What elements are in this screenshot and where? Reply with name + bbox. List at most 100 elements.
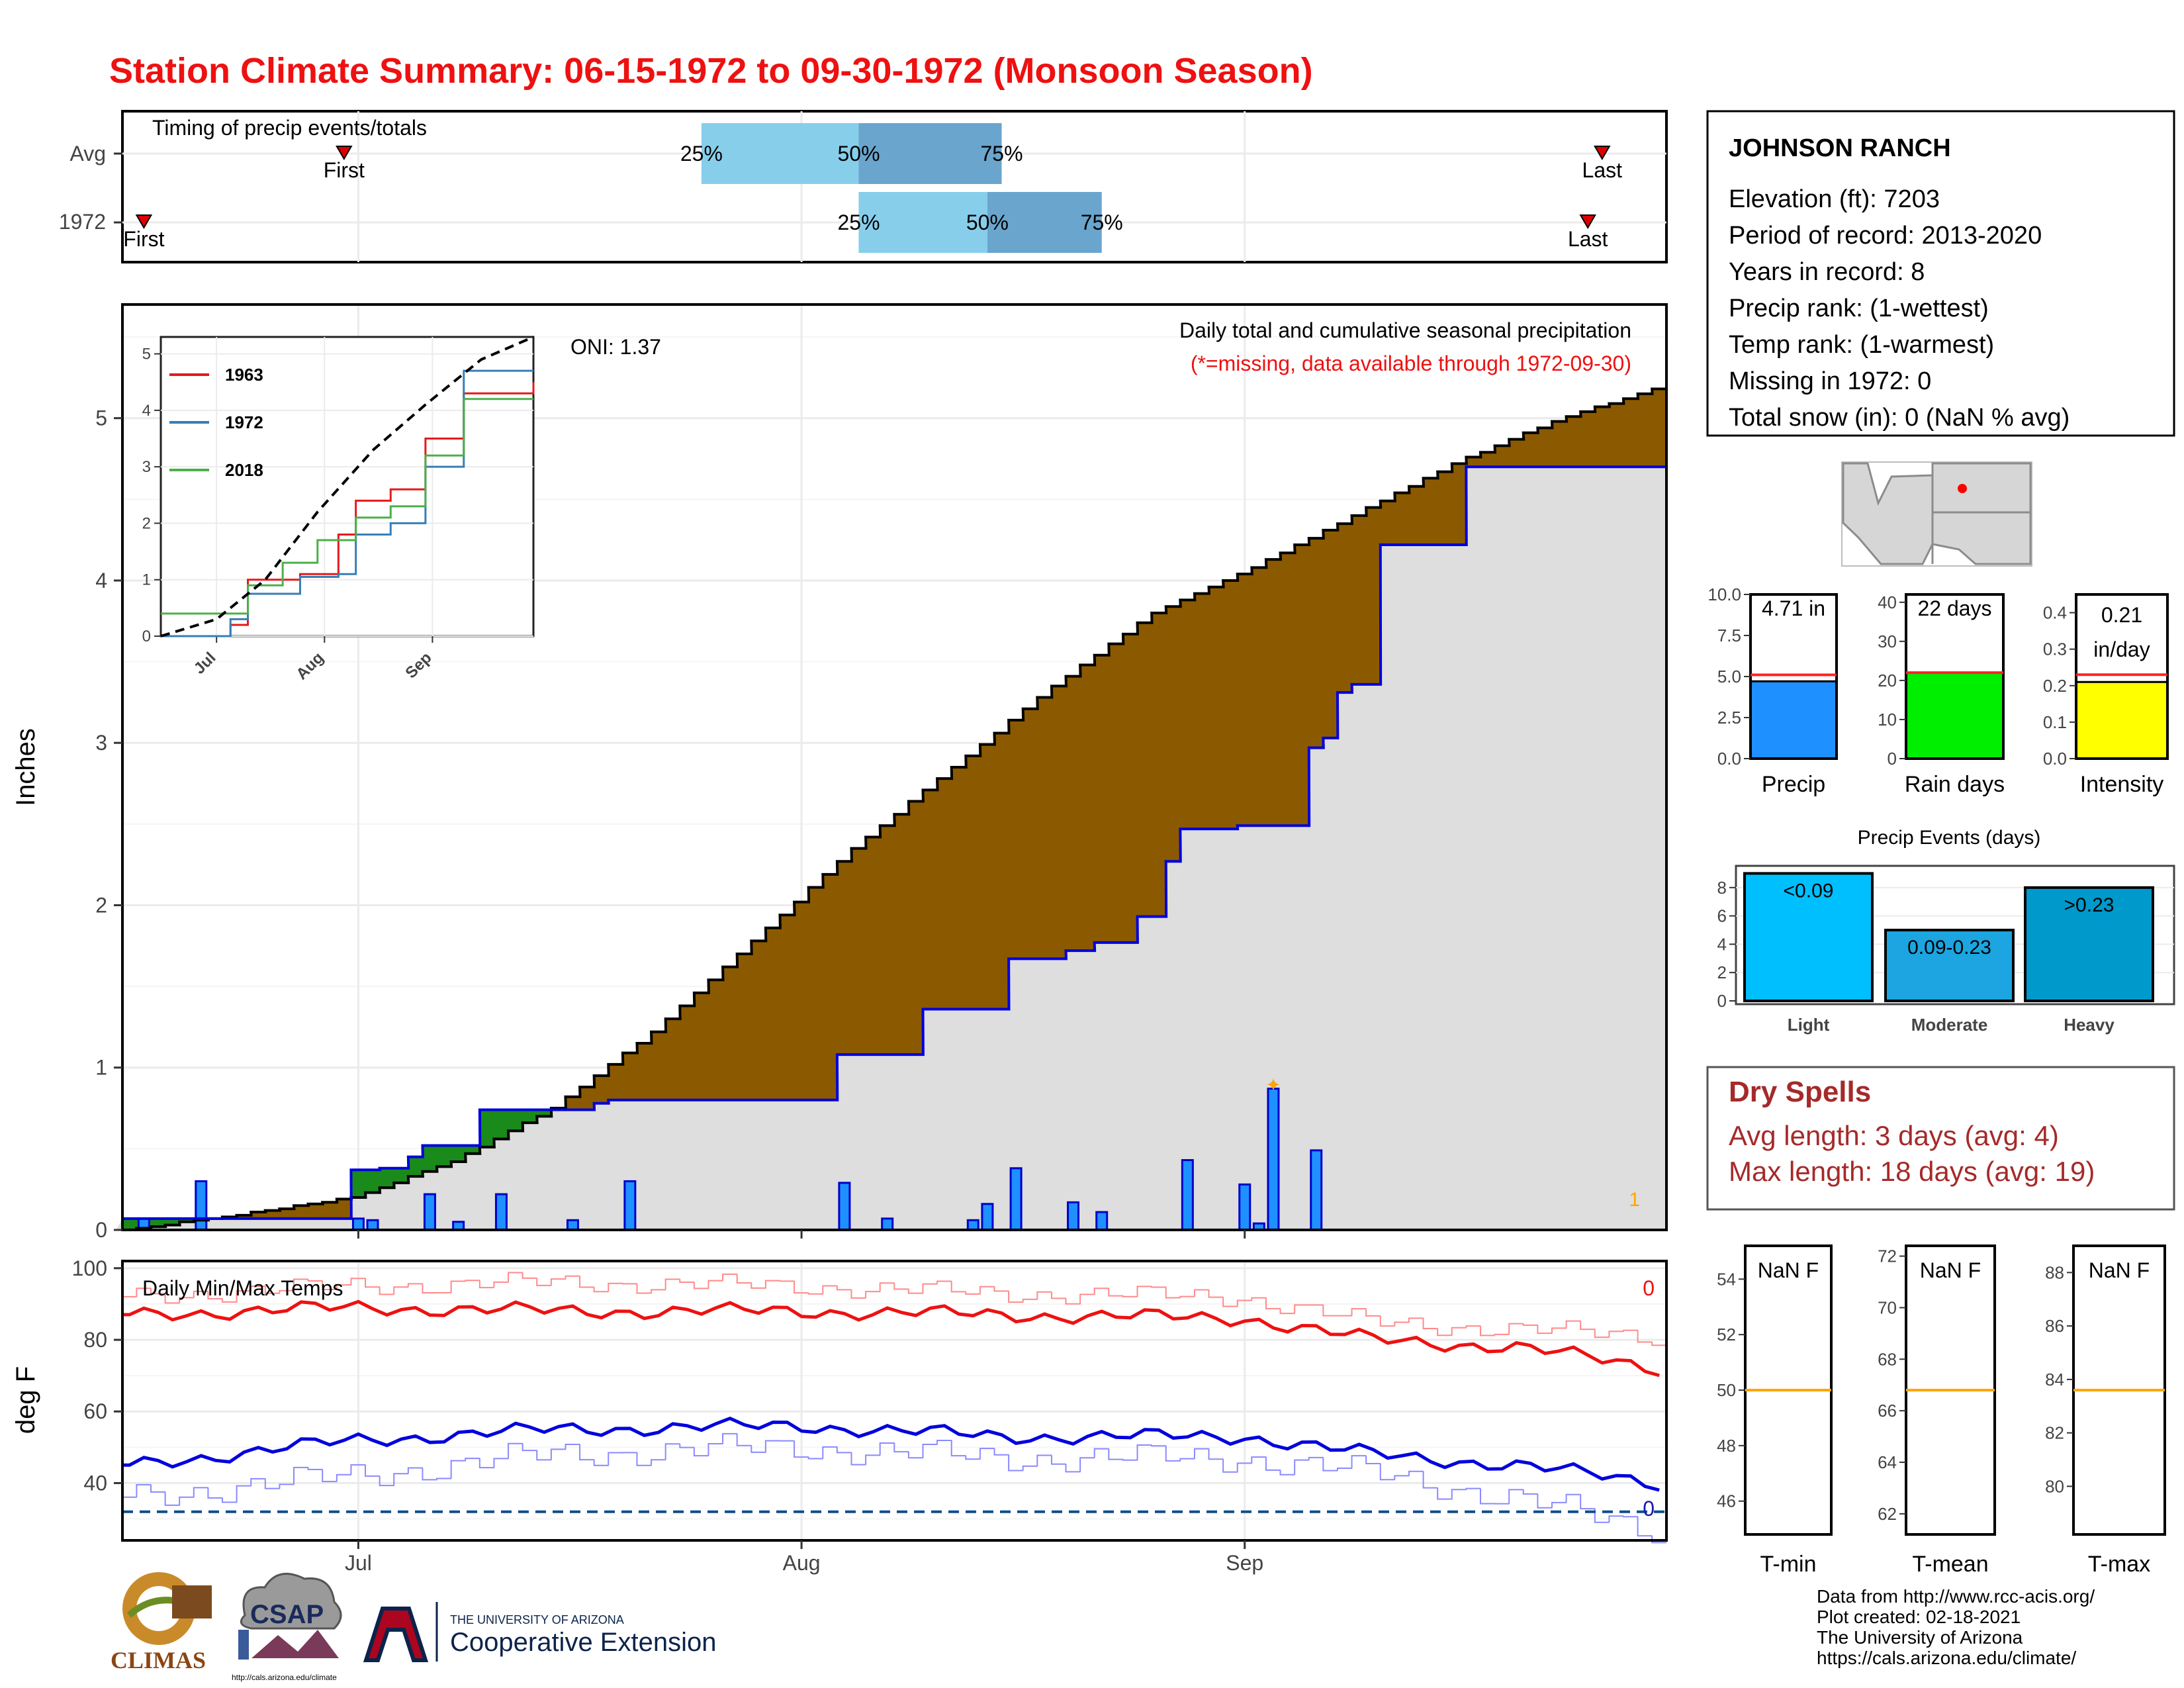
deficit-area xyxy=(780,915,795,1100)
normal-cumulative-line xyxy=(122,387,1667,1231)
temp-box-value: NaN F xyxy=(1920,1258,1981,1282)
station-line: Period of record: 2013-2020 xyxy=(1729,222,2042,250)
deficit-area xyxy=(637,1043,652,1100)
deficit-area xyxy=(1523,432,1539,467)
temp-box-label: T-mean xyxy=(1912,1552,1988,1577)
surplus-area xyxy=(151,1218,166,1227)
temp-box-ytick-label: 64 xyxy=(1878,1452,1897,1472)
deficit-area xyxy=(880,825,895,1055)
daily-precip-bar xyxy=(566,1219,579,1231)
deficit-area xyxy=(723,966,738,1100)
daily-precip-bar xyxy=(881,1217,894,1231)
temp-box-ytick-label: 62 xyxy=(1878,1504,1897,1524)
legend-label: 1972 xyxy=(225,412,263,432)
deficit-area xyxy=(1551,421,1567,467)
surplus-area xyxy=(165,1218,181,1225)
precip-ylabel: Inches xyxy=(11,728,40,806)
dry-spells-max: Max length: 18 days (avg: 19) xyxy=(1729,1156,2095,1187)
temperature-panel-bg xyxy=(122,1261,1666,1540)
surplus-area xyxy=(522,1109,538,1123)
events-category-label: Heavy xyxy=(2064,1015,2115,1035)
timing-marker-label: First xyxy=(324,158,365,182)
max-precip-marker: ✦ xyxy=(1265,1075,1281,1096)
deficit-area xyxy=(923,790,938,1009)
mini-bar-ytick-label: 20 xyxy=(1878,671,1897,690)
timing-marker-icon xyxy=(135,214,153,229)
temp-box-value: NaN F xyxy=(2089,1258,2150,1282)
deficit-area xyxy=(594,1076,610,1103)
deficit-area xyxy=(608,1064,623,1100)
timing-marker-label: Last xyxy=(1582,158,1623,182)
ua-logo-top: THE UNIVERSITY OF ARIZONA xyxy=(450,1613,624,1626)
deficit-area xyxy=(937,778,952,1009)
inset-ytick-label: 4 xyxy=(142,402,151,420)
timing-bar-q25-q50 xyxy=(858,192,987,253)
surplus-area xyxy=(494,1109,509,1139)
deficit-area xyxy=(251,1212,266,1219)
mini-bar-value-label: 22 days xyxy=(1917,596,1991,620)
precip-ytick-label: 0 xyxy=(95,1218,107,1242)
events-bar xyxy=(1743,872,1874,1002)
mini-bar-ytick-label: 40 xyxy=(1878,592,1897,612)
mini-bar-chart-intensity: 0.0 0.1 0.2 0.3 0.4 0.21 in/day Intensity xyxy=(2043,593,2169,797)
timing-marker-icon xyxy=(1579,214,1596,229)
station-line: Elevation (ft): 7203 xyxy=(1729,185,1940,213)
dry-spells-title: Dry Spells xyxy=(1729,1076,1871,1108)
station-line: Temp rank: (1-warmest) xyxy=(1729,331,1994,359)
daily-precip-bar xyxy=(623,1180,637,1231)
mini-bar-ytick-label: 5.0 xyxy=(1717,667,1741,686)
timing-bar-q50-q75 xyxy=(858,123,1002,184)
deficit-area xyxy=(1437,471,1453,545)
daily-precip-bar xyxy=(366,1219,379,1231)
precip-ytick-label: 5 xyxy=(95,406,107,430)
tmax-count: 0 xyxy=(1643,1276,1655,1300)
dry-spells-box: Dry Spells Avg length: 3 days (avg: 4) M… xyxy=(1706,1066,2175,1211)
temp-box-t-mean: NaN F 62 64 66 68 70 72 T-mean xyxy=(1878,1244,1996,1577)
deficit-area xyxy=(1208,586,1224,829)
tmin-count: 0 xyxy=(1643,1497,1655,1521)
timing-pct-label: 75% xyxy=(980,142,1023,165)
deficit-area xyxy=(1122,633,1138,943)
events-title: Precip Events (days) xyxy=(1858,827,2041,849)
deficit-area xyxy=(1066,676,1081,951)
events-bar xyxy=(1884,929,2015,1002)
inset-series-line xyxy=(161,369,533,637)
events-ytick-label: 8 xyxy=(1717,878,1727,898)
csap-logo-text: CSAP xyxy=(250,1600,324,1629)
deficit-area xyxy=(1165,606,1181,862)
station-location-marker xyxy=(1958,484,1967,493)
timing-pct-label: 25% xyxy=(680,142,723,165)
timing-label: Timing of precip events/totals xyxy=(152,116,427,140)
timing-row-1972-label: 1972 xyxy=(59,210,106,234)
deficit-area xyxy=(1609,403,1624,467)
mini-bar-chart-rain-days: 0 10 20 30 40 22 days Rain days xyxy=(1878,592,2005,797)
temperature-label: Daily Min/Max Temps xyxy=(142,1276,343,1300)
mini-bar-value xyxy=(1906,673,2003,759)
climas-logo-text: CLIMAS xyxy=(111,1647,206,1673)
precip-subtitle: (*=missing, data available through 1972-… xyxy=(1191,352,1631,375)
surplus-area xyxy=(479,1109,495,1147)
surplus-area xyxy=(422,1145,437,1172)
events-bar-label: >0.23 xyxy=(2064,894,2115,916)
deficit-area xyxy=(1023,708,1038,959)
daily-precip-bar xyxy=(351,1217,365,1231)
daily-precip-bar xyxy=(195,1180,208,1231)
temp-box-ytick-label: 82 xyxy=(2045,1423,2064,1443)
deficit-area xyxy=(1223,580,1238,829)
temp-box-label: T-max xyxy=(2088,1552,2150,1577)
temp-ytick-label: 100 xyxy=(72,1256,107,1280)
deficit-area xyxy=(1451,463,1467,545)
deficit-area xyxy=(694,992,709,1100)
deficit-area xyxy=(1509,439,1524,467)
deficit-area xyxy=(1366,507,1381,684)
deficit-area xyxy=(1308,538,1324,748)
daily-precip-bar xyxy=(1238,1183,1251,1231)
station-info-frame xyxy=(1706,110,2175,437)
temp-box-ytick-label: 68 xyxy=(1878,1349,1897,1369)
mini-bar-frame xyxy=(2075,593,2169,760)
inset-ytick-label: 1 xyxy=(142,571,151,589)
temp-box-ytick-label: 46 xyxy=(1717,1491,1736,1511)
map-state-shapes xyxy=(1842,462,2032,565)
